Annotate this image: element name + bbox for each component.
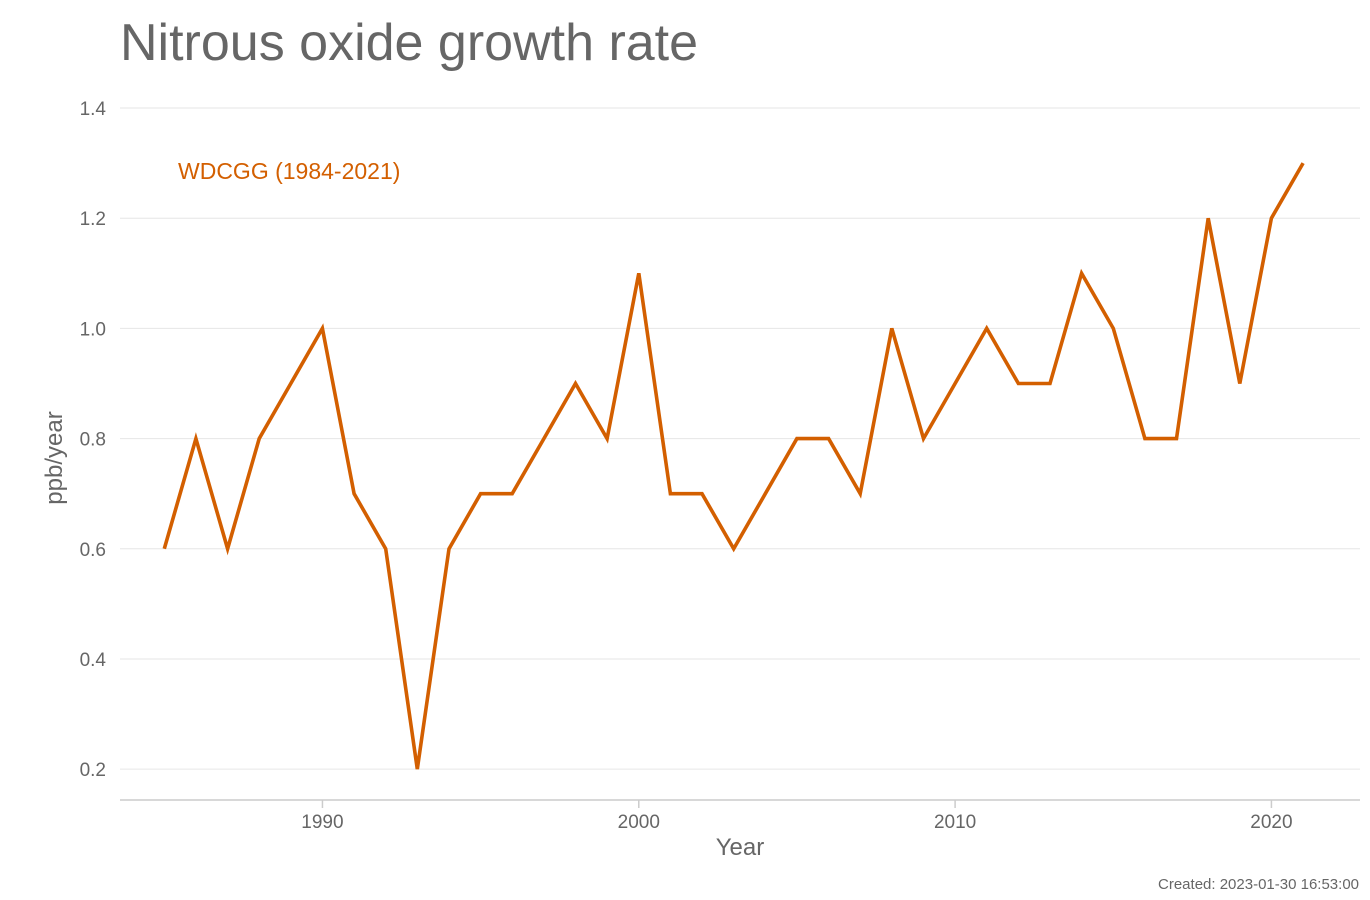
series-line <box>162 162 1305 770</box>
y-tick-label: 0.6 <box>80 540 106 561</box>
x-tick-label: 2010 <box>934 812 976 833</box>
y-axis-ticks: 0.2 0.4 0.6 0.8 1.0 1.2 1.4 <box>80 99 107 781</box>
created-timestamp: Created: 2023-01-30 16:53:00 <box>1158 876 1359 893</box>
y-tick-label: 0.4 <box>80 650 107 671</box>
x-tick-label: 2020 <box>1250 812 1292 833</box>
x-axis-label: Year <box>716 834 765 861</box>
gridlines <box>120 107 1360 770</box>
chart-title: Nitrous oxide growth rate <box>120 14 698 72</box>
series-layer <box>162 162 1305 770</box>
y-tick-label: 1.4 <box>80 99 107 120</box>
x-tick-label: 2000 <box>618 812 660 833</box>
x-axis-ticks: 1990 2000 2010 2020 <box>301 800 1293 833</box>
x-tick-label: 1990 <box>301 812 343 833</box>
y-tick-label: 0.8 <box>80 430 106 451</box>
legend-label: WDCGG (1984-2021) <box>178 158 400 184</box>
y-tick-label: 0.2 <box>80 760 106 781</box>
y-tick-label: 1.0 <box>80 319 106 340</box>
y-axis-label: ppb/year <box>41 411 68 504</box>
y-tick-label: 1.2 <box>80 209 106 230</box>
